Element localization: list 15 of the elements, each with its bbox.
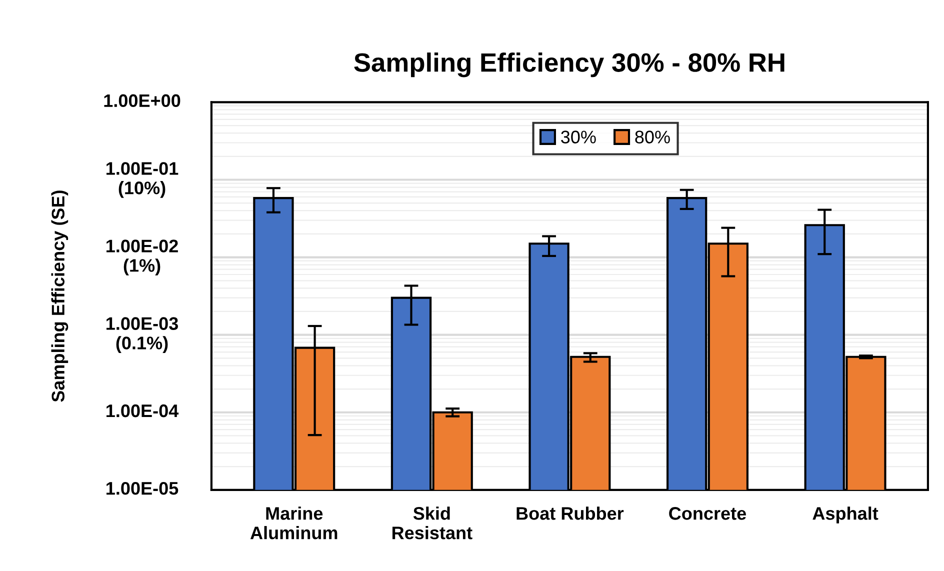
x-tick-label: Skid Resistant (392, 506, 472, 540)
x-tick-label: Marine Aluminum (250, 506, 338, 540)
y-tick-label: 1.00E-02 (1%) (106, 240, 178, 276)
y-axis-title: Sampling Efficiency (SE) (51, 190, 68, 402)
y-tick-label: 1.00E+00 (104, 94, 180, 108)
y-tick-label: 1.00E-01 (10%) (106, 162, 178, 198)
legend-label: 30% (561, 130, 596, 144)
legend-label: 80% (635, 130, 670, 144)
chart-title: Sampling Efficiency 30% - 80% RH (354, 52, 784, 78)
x-tick-label: Asphalt (812, 506, 878, 524)
y-tick-label: 1.00E-03 (0.1%) (106, 317, 178, 353)
x-tick-label: Boat Rubber (516, 506, 624, 520)
y-tick-label: 1.00E-04 (106, 404, 179, 418)
x-tick-label: Concrete (669, 507, 746, 520)
y-tick-label: 1.00E-05 (106, 482, 178, 495)
